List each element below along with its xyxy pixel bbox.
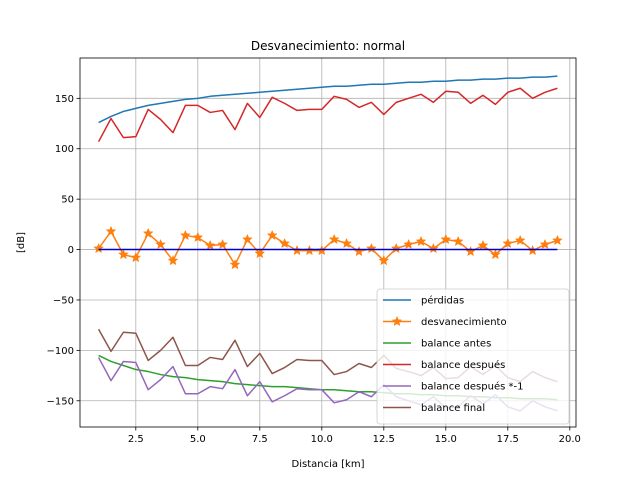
legend-label: balance después *-1 bbox=[421, 381, 523, 393]
y-tick-label: −100 bbox=[47, 346, 74, 357]
data-point bbox=[93, 242, 104, 254]
data-point bbox=[415, 235, 427, 247]
y-tick-label: 50 bbox=[61, 195, 74, 206]
data-point bbox=[254, 247, 266, 259]
legend: pérdidas desvanecimiento balance antes bala… bbox=[376, 288, 570, 425]
legend-label: desvanecimiento bbox=[421, 317, 507, 328]
legend-label: pérdidas bbox=[421, 295, 464, 307]
data-point bbox=[341, 237, 352, 249]
data-point bbox=[477, 239, 489, 251]
x-tick-label: 15.0 bbox=[435, 434, 457, 445]
data-point bbox=[142, 227, 154, 239]
data-point bbox=[242, 233, 253, 245]
data-point bbox=[155, 238, 166, 250]
legend-item: balance final bbox=[383, 403, 485, 414]
legend-box bbox=[376, 288, 570, 425]
data-point bbox=[118, 248, 129, 260]
data-point bbox=[514, 234, 526, 246]
data-point bbox=[452, 235, 464, 247]
data-point bbox=[539, 238, 551, 250]
data-point bbox=[167, 254, 179, 266]
data-point bbox=[180, 229, 191, 241]
x-axis-label: Distancia [km] bbox=[292, 459, 365, 470]
data-point bbox=[204, 239, 216, 251]
data-point bbox=[502, 237, 514, 249]
data-point bbox=[266, 229, 278, 241]
series-0 bbox=[98, 75, 558, 124]
data-point bbox=[130, 251, 142, 263]
data-point bbox=[192, 231, 204, 243]
data-point bbox=[390, 242, 402, 254]
data-point bbox=[366, 242, 377, 254]
x-tick-label: 2.5 bbox=[128, 434, 144, 445]
x-tick-label: 12.5 bbox=[373, 434, 395, 445]
data-point bbox=[552, 234, 563, 246]
data-point bbox=[490, 248, 501, 260]
data-point bbox=[440, 233, 452, 245]
legend-item: pérdidas bbox=[383, 295, 464, 307]
x-tick-label: 20.0 bbox=[559, 434, 581, 445]
legend-item: balance después *-1 bbox=[383, 381, 523, 393]
x-tick-label: 7.5 bbox=[252, 434, 268, 445]
x-tick-label: 17.5 bbox=[497, 434, 519, 445]
series-1 bbox=[93, 225, 563, 270]
y-axis-label: [dB] bbox=[16, 232, 27, 253]
legend-label: balance después bbox=[421, 359, 505, 371]
y-tick-label: −150 bbox=[47, 396, 74, 407]
legend-item: balance después bbox=[383, 359, 505, 371]
x-tick-label: 10.0 bbox=[311, 434, 333, 445]
data-point bbox=[217, 238, 228, 250]
data-point bbox=[378, 254, 390, 266]
ticks: 2.5 5.0 7.5 10.0 12.5 15.0 17.5 20.0 −150 −100 −50… bbox=[47, 94, 581, 445]
chart-title: Desvanecimiento: normal bbox=[251, 39, 405, 53]
y-tick-label: 150 bbox=[55, 94, 74, 105]
data-point bbox=[105, 225, 117, 236]
data-point bbox=[353, 245, 365, 257]
y-tick-label: 100 bbox=[55, 144, 74, 155]
data-point bbox=[403, 238, 414, 250]
data-point bbox=[279, 237, 290, 249]
series-layer bbox=[93, 75, 563, 412]
legend-item: balance antes bbox=[383, 339, 491, 350]
series-line bbox=[97, 87, 558, 143]
plot-frame bbox=[79, 57, 577, 428]
legend-label: balance antes bbox=[421, 339, 491, 350]
data-point bbox=[229, 259, 241, 270]
y-tick-label: −50 bbox=[53, 295, 74, 306]
series-line bbox=[98, 75, 558, 124]
x-tick-label: 5.0 bbox=[190, 434, 206, 445]
data-point bbox=[328, 233, 340, 245]
series-line bbox=[97, 230, 558, 266]
legend-item: desvanecimiento bbox=[383, 315, 507, 328]
series-3 bbox=[97, 87, 558, 143]
legend-marker bbox=[391, 315, 403, 327]
legend-label: balance final bbox=[421, 403, 485, 414]
y-tick-label: 0 bbox=[68, 245, 74, 256]
data-point bbox=[428, 242, 439, 254]
